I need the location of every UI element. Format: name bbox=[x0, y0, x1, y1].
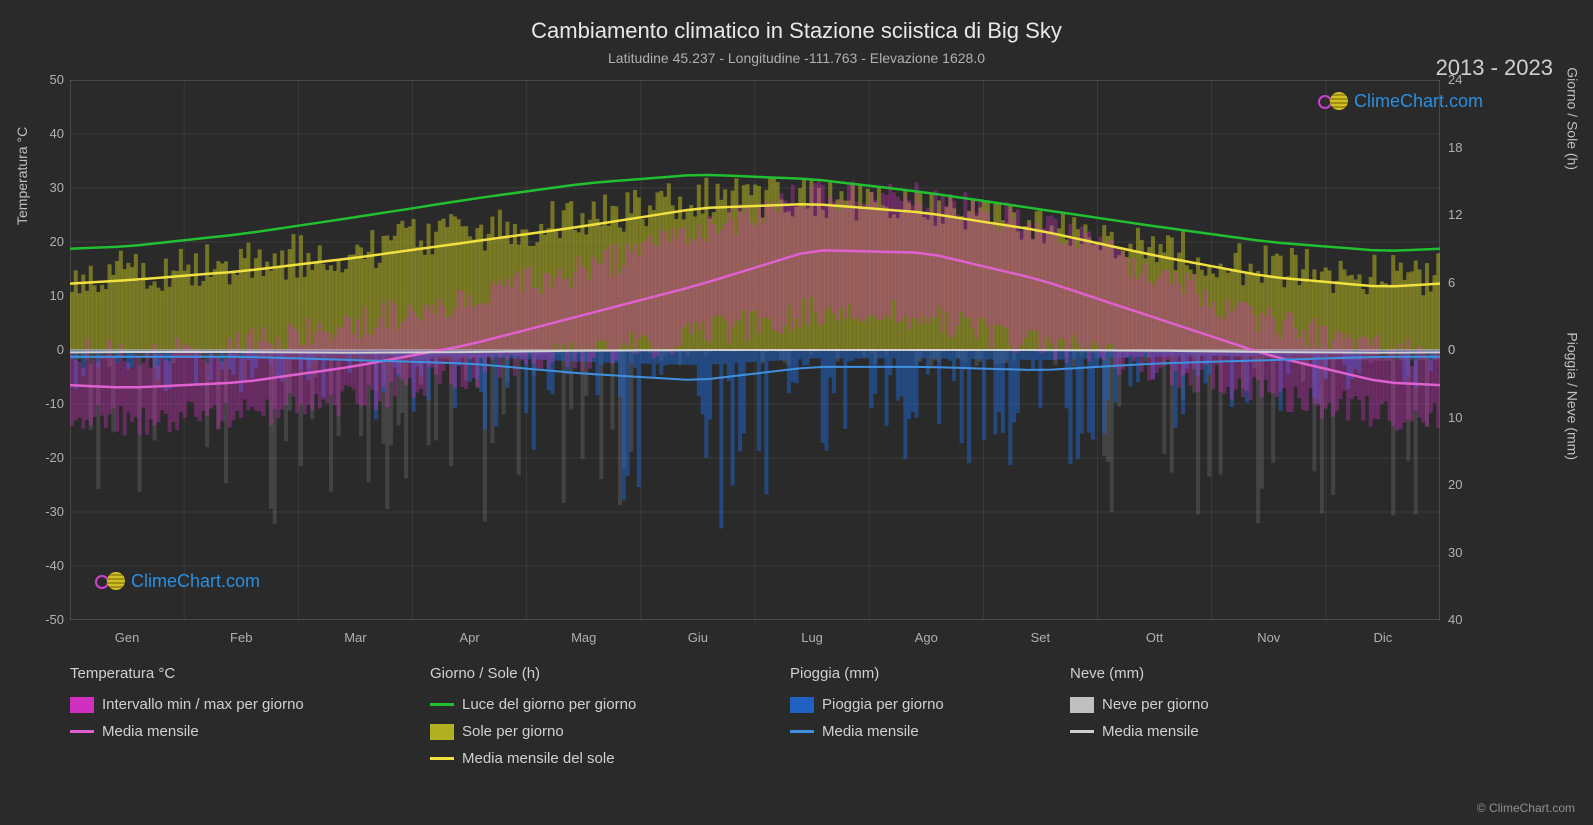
legend-label: Media mensile del sole bbox=[462, 750, 615, 767]
legend-swatch bbox=[1070, 730, 1094, 733]
legend-item: Luce del giorno per giorno bbox=[430, 696, 750, 713]
x-month-tick: Giu bbox=[678, 630, 718, 645]
y-left-tick: 20 bbox=[24, 234, 64, 249]
y-left-tick: 50 bbox=[24, 72, 64, 87]
legend-swatch bbox=[790, 697, 814, 713]
y-right-hour-tick: 12 bbox=[1448, 207, 1462, 222]
y-left-tick: 40 bbox=[24, 126, 64, 141]
y-right-mm-tick: 30 bbox=[1448, 545, 1462, 560]
legend-label: Luce del giorno per giorno bbox=[462, 696, 636, 713]
legend-header: Pioggia (mm) bbox=[790, 665, 1030, 682]
y-right-mm-tick: 10 bbox=[1448, 410, 1462, 425]
legend-item: Intervallo min / max per giorno bbox=[70, 696, 390, 713]
x-month-tick: Ago bbox=[906, 630, 946, 645]
plot-svg bbox=[70, 80, 1440, 620]
legend: Temperatura °C Intervallo min / max per g… bbox=[70, 665, 1440, 767]
legend-swatch bbox=[70, 697, 94, 713]
legend-item: Media mensile bbox=[70, 723, 390, 740]
y-right-bottom-axis-label: Pioggia / Neve (mm) bbox=[1565, 332, 1581, 460]
legend-item: Neve per giorno bbox=[1070, 696, 1310, 713]
legend-column: Neve (mm) Neve per giorno Media mensile bbox=[1070, 665, 1350, 767]
y-right-mm-tick: 0 bbox=[1448, 342, 1455, 357]
legend-label: Media mensile bbox=[822, 723, 919, 740]
y-left-tick: 0 bbox=[24, 342, 64, 357]
legend-swatch bbox=[430, 757, 454, 760]
legend-item: Media mensile bbox=[790, 723, 1030, 740]
y-left-tick: -30 bbox=[24, 504, 64, 519]
y-left-tick: -10 bbox=[24, 396, 64, 411]
legend-label: Neve per giorno bbox=[1102, 696, 1209, 713]
legend-column: Temperatura °C Intervallo min / max per g… bbox=[70, 665, 430, 767]
legend-swatch bbox=[430, 724, 454, 740]
x-month-tick: Mag bbox=[564, 630, 604, 645]
legend-label: Media mensile bbox=[1102, 723, 1199, 740]
legend-item: Media mensile del sole bbox=[430, 750, 750, 767]
legend-swatch bbox=[790, 730, 814, 733]
x-month-tick: Set bbox=[1020, 630, 1060, 645]
y-left-tick: -40 bbox=[24, 558, 64, 573]
chart-title: Cambiamento climatico in Stazione sciist… bbox=[0, 18, 1593, 44]
y-left-axis-label: Temperatura °C bbox=[14, 127, 30, 225]
legend-label: Intervallo min / max per giorno bbox=[102, 696, 304, 713]
y-right-hour-tick: 24 bbox=[1448, 72, 1462, 87]
brand-text: ClimeChart.com bbox=[131, 571, 260, 592]
legend-swatch bbox=[1070, 697, 1094, 713]
x-month-tick: Ott bbox=[1135, 630, 1175, 645]
x-month-tick: Lug bbox=[792, 630, 832, 645]
chart-subtitle: Latitudine 45.237 - Longitudine -111.763… bbox=[0, 50, 1593, 66]
y-left-tick: -50 bbox=[24, 612, 64, 627]
legend-column: Giorno / Sole (h) Luce del giorno per gio… bbox=[430, 665, 790, 767]
y-right-mm-tick: 40 bbox=[1448, 612, 1462, 627]
legend-item: Pioggia per giorno bbox=[790, 696, 1030, 713]
legend-item: Sole per giorno bbox=[430, 723, 750, 740]
legend-label: Media mensile bbox=[102, 723, 199, 740]
legend-swatch bbox=[70, 730, 94, 733]
x-month-tick: Apr bbox=[450, 630, 490, 645]
legend-column: Pioggia (mm) Pioggia per giorno Media mens… bbox=[790, 665, 1070, 767]
x-month-tick: Feb bbox=[221, 630, 261, 645]
legend-header: Temperatura °C bbox=[70, 665, 390, 682]
y-left-tick: -20 bbox=[24, 450, 64, 465]
y-right-mm-tick: 20 bbox=[1448, 477, 1462, 492]
attribution: © ClimeChart.com bbox=[1477, 801, 1575, 815]
legend-swatch bbox=[430, 703, 454, 706]
legend-label: Sole per giorno bbox=[462, 723, 564, 740]
x-month-tick: Gen bbox=[107, 630, 147, 645]
y-right-top-axis-label: Giorno / Sole (h) bbox=[1565, 67, 1581, 170]
legend-header: Neve (mm) bbox=[1070, 665, 1310, 682]
legend-label: Pioggia per giorno bbox=[822, 696, 944, 713]
x-month-tick: Mar bbox=[335, 630, 375, 645]
y-left-tick: 30 bbox=[24, 180, 64, 195]
climate-chart: Cambiamento climatico in Stazione sciist… bbox=[0, 0, 1593, 825]
brand-icon bbox=[95, 570, 125, 592]
y-right-hour-tick: 18 bbox=[1448, 140, 1462, 155]
legend-header: Giorno / Sole (h) bbox=[430, 665, 750, 682]
legend-item: Media mensile bbox=[1070, 723, 1310, 740]
y-left-tick: 10 bbox=[24, 288, 64, 303]
plot-area bbox=[70, 80, 1440, 620]
x-month-tick: Dic bbox=[1363, 630, 1403, 645]
brand-logo-bottom: ClimeChart.com bbox=[95, 570, 260, 592]
x-month-tick: Nov bbox=[1249, 630, 1289, 645]
y-right-hour-tick: 6 bbox=[1448, 275, 1455, 290]
